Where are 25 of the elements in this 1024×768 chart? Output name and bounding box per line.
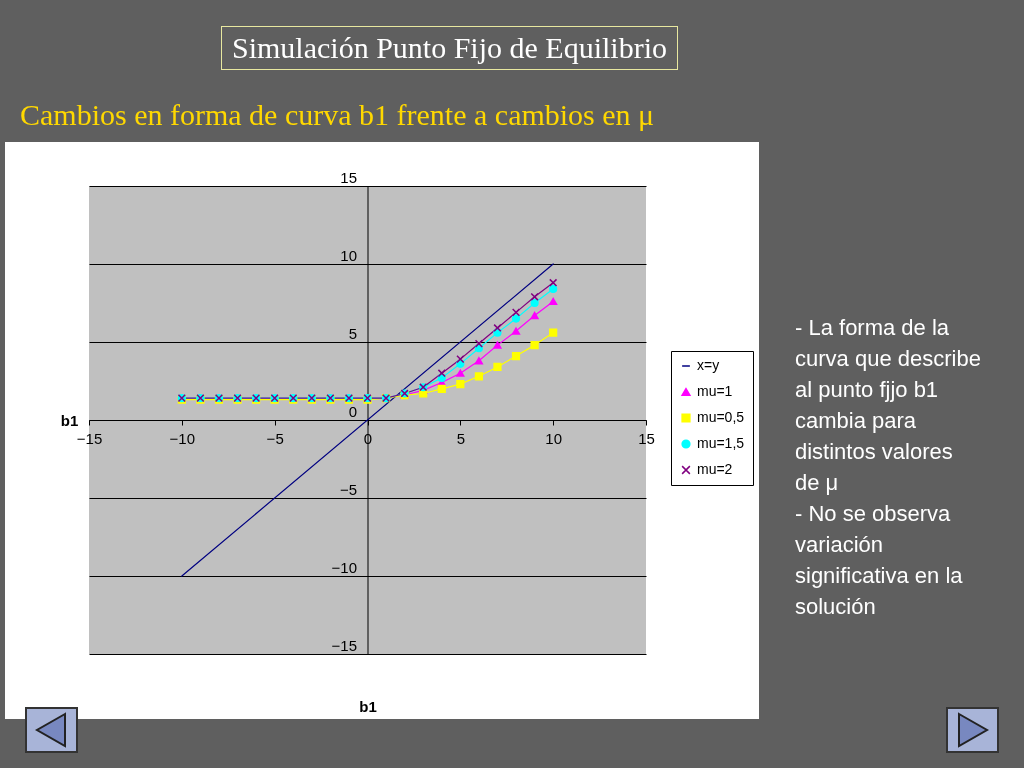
x-tick-label: −10 [169, 429, 196, 447]
y-tick-label: −15 [331, 636, 357, 654]
x-tick-label: 10 [545, 429, 563, 447]
y-axis-title: b1 [60, 411, 79, 429]
legend-label: mu=1,5 [697, 435, 745, 451]
legend-label: mu=0,5 [697, 409, 745, 425]
chart-title: Simulación Punto Fijo de Equilibrio [221, 26, 678, 70]
x-axis-title: b1 [359, 697, 377, 715]
x-tick-label: −15 [76, 429, 103, 447]
legend-label: mu=1 [697, 383, 733, 399]
y-tick-label: 0 [348, 402, 357, 420]
y-tick-label: 5 [348, 324, 357, 342]
text: - La forma de la curva que describe al punto fjjo b1 cambia para distintos valores de μ [795, 314, 981, 497]
y-tick-label: 15 [340, 168, 357, 186]
chart-subtitle: Cambios en forma de curva b1 frente a cambios en μ [20, 98, 655, 132]
text: - No se observa variación significativa en la solución [795, 500, 964, 621]
y-tick-label: 10 [340, 246, 357, 264]
x-tick-label: 15 [638, 429, 655, 447]
legend-label: mu=2 [697, 461, 733, 477]
x-tick-label: −5 [266, 429, 284, 447]
x-tick-label: 0 [363, 429, 373, 447]
y-tick-label: −5 [339, 480, 357, 498]
y-tick-label: −10 [331, 558, 357, 576]
x-tick-label: 5 [456, 429, 466, 447]
legend-label: x=y [697, 357, 720, 373]
